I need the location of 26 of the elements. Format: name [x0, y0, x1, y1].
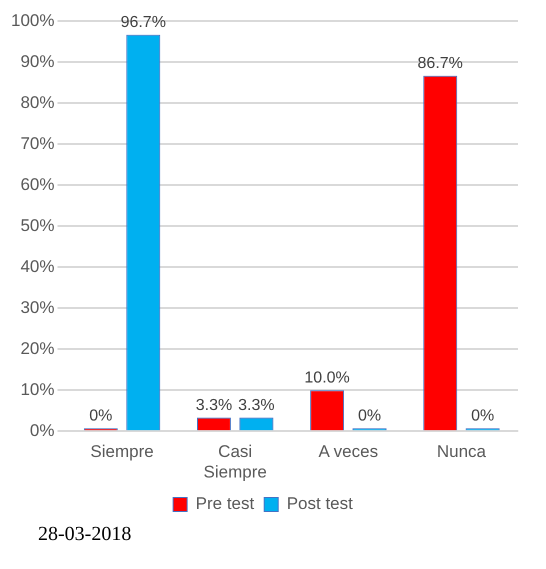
- data-label: 86.7%: [418, 55, 463, 72]
- y-tick-label: 50%: [20, 216, 54, 235]
- y-tick-label: 60%: [20, 174, 54, 194]
- data-label: 96.7%: [120, 14, 166, 32]
- data-label: 3.3%: [196, 397, 232, 414]
- x-tick-label: Nunca: [436, 442, 487, 462]
- x-tick-label: Siempre: [90, 442, 154, 462]
- y-tick-label: 70%: [20, 134, 54, 153]
- y-tick-label: 30%: [20, 298, 54, 317]
- legend-label: Pre test: [196, 494, 254, 514]
- data-label: 0%: [89, 408, 112, 425]
- legend-label: Post test: [286, 494, 354, 514]
- data-label: 10.0%: [304, 370, 350, 387]
- x-tick-label: A veces: [318, 442, 378, 462]
- y-tick-label: 10%: [20, 380, 54, 399]
- y-tick-label: 40%: [20, 256, 54, 276]
- data-label: 3.3%: [238, 397, 275, 414]
- y-tick-label: 20%: [20, 338, 54, 358]
- x-tick-label: Casi Siempre: [204, 442, 267, 482]
- text: 28-03-2018: [37, 523, 132, 546]
- y-tick-label: 100%: [10, 10, 54, 30]
- data-label: 0%: [358, 408, 382, 425]
- data-label: 0%: [471, 408, 494, 425]
- y-tick-label: 0%: [30, 420, 54, 440]
- y-tick-label: 80%: [20, 92, 54, 112]
- y-tick-label: 90%: [20, 52, 54, 71]
